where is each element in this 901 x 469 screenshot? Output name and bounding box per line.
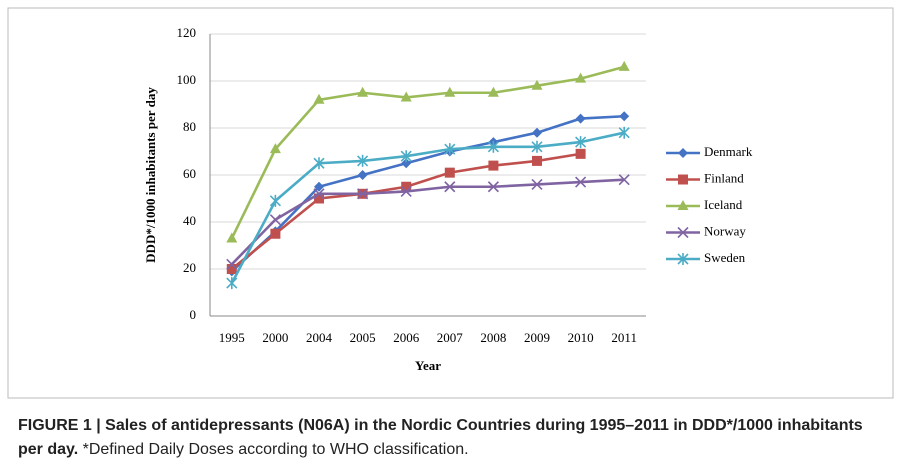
x-tick-label: 2000 [262, 330, 288, 345]
marker [400, 185, 412, 198]
marker [487, 140, 499, 153]
x-tick-label: 1995 [219, 330, 245, 345]
marker [678, 148, 688, 158]
marker [487, 181, 499, 193]
marker [575, 148, 586, 159]
y-tick-label: 0 [190, 307, 197, 322]
y-tick-label: 100 [177, 72, 197, 87]
marker [401, 158, 412, 169]
marker [270, 228, 281, 239]
marker [444, 181, 456, 193]
marker [532, 155, 542, 166]
caption: FIGURE 1 | Sales of antidepressants (N06… [18, 414, 888, 462]
marker [487, 86, 499, 97]
marker [269, 143, 281, 154]
marker [677, 226, 689, 239]
marker [575, 72, 587, 83]
x-tick-label: 2011 [611, 330, 637, 345]
y-tick-label: 80 [183, 119, 196, 134]
series-line [230, 152, 581, 271]
marker [618, 60, 630, 71]
series-line [230, 178, 625, 266]
caption-text: *Defined Daily Doses according to WHO cl… [82, 441, 469, 458]
marker [444, 167, 455, 178]
marker [314, 181, 324, 192]
marker [444, 143, 456, 156]
marker [357, 170, 368, 180]
y-axis-label: DDD*/1000 inhabitants per day [143, 87, 158, 263]
chart-frame [7, 7, 894, 399]
marker [269, 194, 281, 207]
legend-label: Iceland [704, 197, 743, 212]
legend-label: Sweden [704, 250, 746, 265]
legend-label: Denmark [704, 144, 753, 159]
legend-label: Norway [704, 223, 746, 238]
x-tick-label: 2005 [350, 330, 376, 345]
marker [357, 86, 369, 97]
series-line [230, 65, 625, 240]
marker [269, 214, 281, 226]
marker [357, 154, 369, 167]
marker [313, 157, 325, 170]
marker [226, 258, 238, 270]
x-tick-label: 2010 [568, 330, 594, 345]
marker [313, 93, 325, 104]
marker [226, 277, 238, 290]
x-tick-label: 2007 [437, 330, 464, 345]
marker [531, 140, 543, 153]
marker [313, 188, 325, 200]
y-tick-label: 40 [183, 213, 196, 228]
marker [314, 193, 324, 204]
marker [618, 174, 630, 186]
marker [575, 136, 587, 149]
marker [678, 174, 688, 185]
marker [401, 181, 412, 192]
marker [677, 200, 689, 210]
marker [226, 232, 238, 243]
x-tick-label: 2004 [306, 330, 333, 345]
y-tick-label: 120 [177, 25, 197, 40]
marker [400, 150, 412, 163]
marker [677, 253, 689, 265]
marker [226, 264, 237, 274]
marker [531, 79, 543, 90]
marker [357, 188, 369, 200]
series-line [230, 114, 625, 273]
x-tick-label: 2009 [524, 330, 550, 345]
y-tick-label: 20 [183, 260, 196, 275]
marker [444, 86, 456, 97]
x-tick-label: 2008 [480, 330, 506, 345]
legend-label: Finland [704, 170, 744, 185]
marker [619, 111, 630, 122]
x-tick-label: 2006 [393, 330, 420, 345]
x-axis-label: Year [415, 358, 441, 373]
marker [575, 176, 587, 188]
marker [575, 113, 586, 124]
marker [488, 160, 499, 171]
marker [400, 91, 412, 102]
series-line [230, 131, 625, 284]
marker [532, 127, 542, 138]
marker [618, 126, 630, 139]
caption-title: FIGURE 1 | Sales of antidepressants (N06… [18, 417, 863, 458]
marker [531, 178, 543, 190]
y-tick-label: 60 [183, 166, 196, 181]
